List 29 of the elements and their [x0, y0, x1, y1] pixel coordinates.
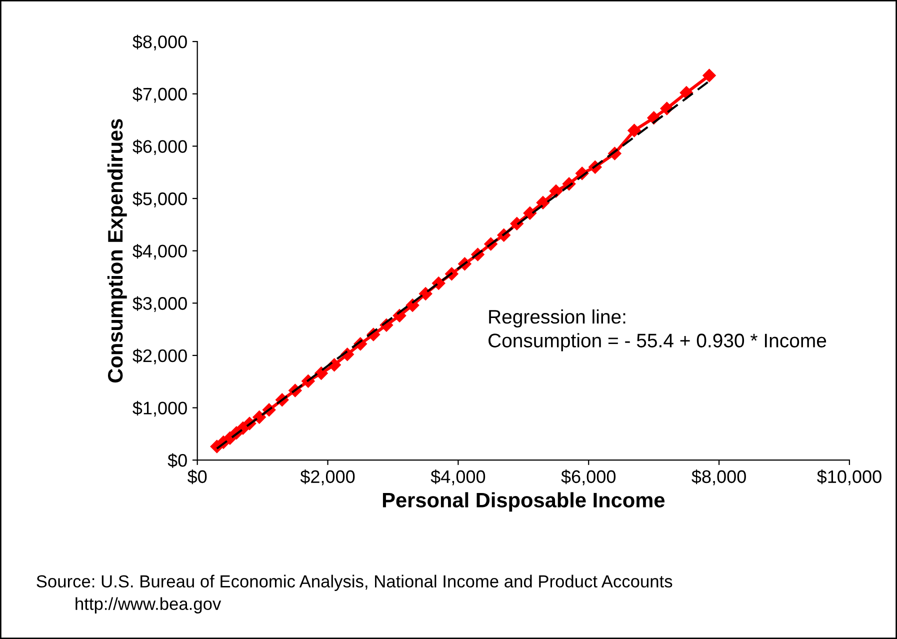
- point: [432, 276, 446, 290]
- point: [702, 68, 716, 82]
- point: [418, 287, 432, 300]
- x-axis-title: Personal Disposable Income: [382, 492, 665, 512]
- y-tick-label: $4,000: [132, 244, 187, 260]
- x-tick-label: $6,000: [561, 470, 616, 486]
- x-tick-label: $8,000: [692, 470, 746, 486]
- point: [406, 298, 420, 312]
- y-tick-label: $8,000: [132, 34, 187, 50]
- point: [536, 196, 550, 210]
- y-tick-label: $7,000: [132, 87, 187, 103]
- point: [628, 124, 641, 138]
- y-tick-label: $2,000: [132, 348, 187, 364]
- x-tick-label: $4,000: [430, 470, 486, 486]
- y-tick-label: $1,000: [132, 400, 187, 417]
- x-tick-label: $10,000: [817, 470, 882, 486]
- y-axis-title: Consumption Expendirues: [107, 119, 127, 382]
- point: [314, 366, 328, 380]
- y-tick-label: $3,000: [132, 296, 187, 312]
- source-note: Source: U.S. Bureau of Economic Analysis, National Income and Product Accounts http://www.bea.gov: [36, 574, 672, 614]
- point: [523, 206, 537, 220]
- x-tick-label: $2,000: [300, 470, 355, 486]
- point: [549, 184, 563, 198]
- x-tick-label: $0: [187, 470, 207, 484]
- point: [252, 410, 266, 424]
- y-tick-label: $0: [168, 453, 187, 468]
- annotation: Regression line: Consumption = - 55.4 + 0.930 * Income: [488, 309, 826, 352]
- y-tick-label: $5,000: [132, 192, 187, 208]
- y-tick-label: $6,000: [132, 139, 187, 156]
